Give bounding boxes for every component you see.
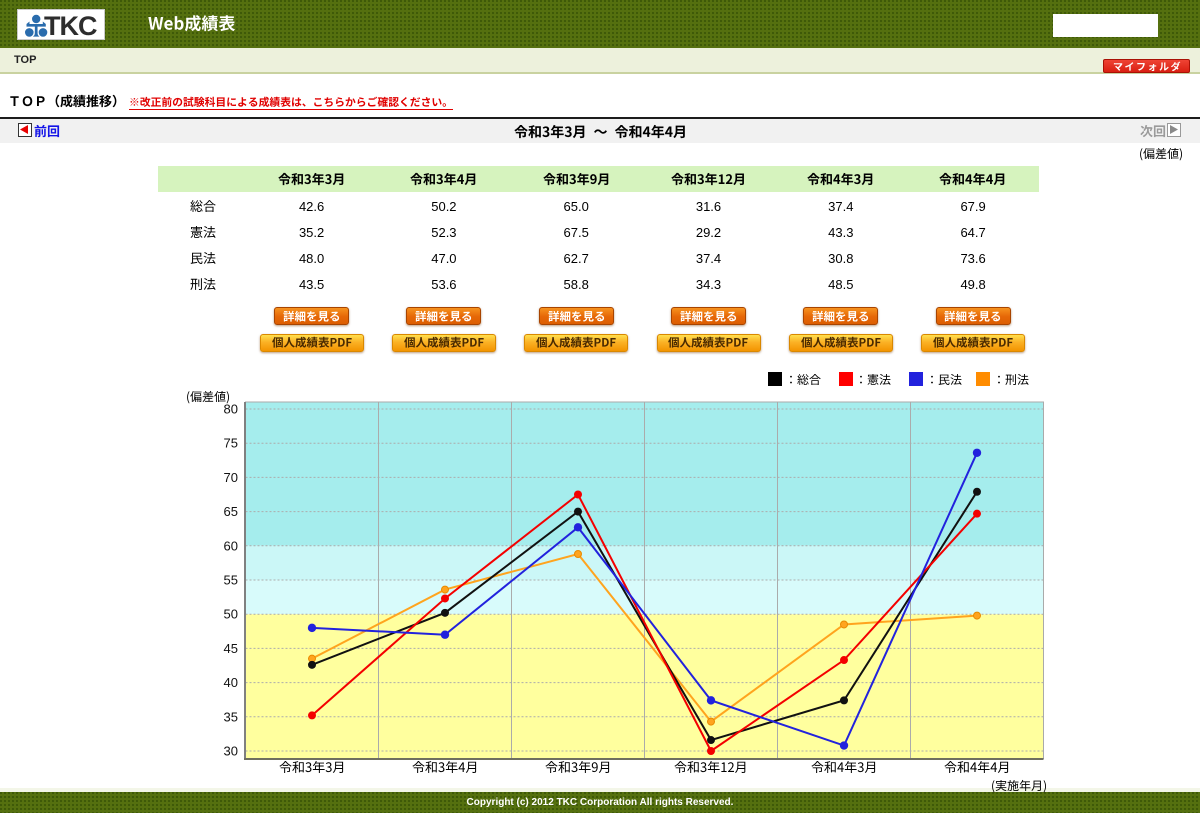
svg-text:40: 40: [224, 675, 238, 690]
svg-text:70: 70: [224, 470, 238, 485]
svg-text:55: 55: [224, 573, 238, 588]
svg-text:80: 80: [224, 402, 238, 417]
svg-text:30: 30: [224, 744, 238, 759]
svg-text:50: 50: [224, 607, 238, 622]
svg-text:65: 65: [224, 504, 238, 519]
svg-text:35: 35: [224, 709, 238, 724]
svg-text:45: 45: [224, 641, 238, 656]
svg-text:60: 60: [224, 538, 238, 553]
svg-text:75: 75: [224, 436, 238, 451]
